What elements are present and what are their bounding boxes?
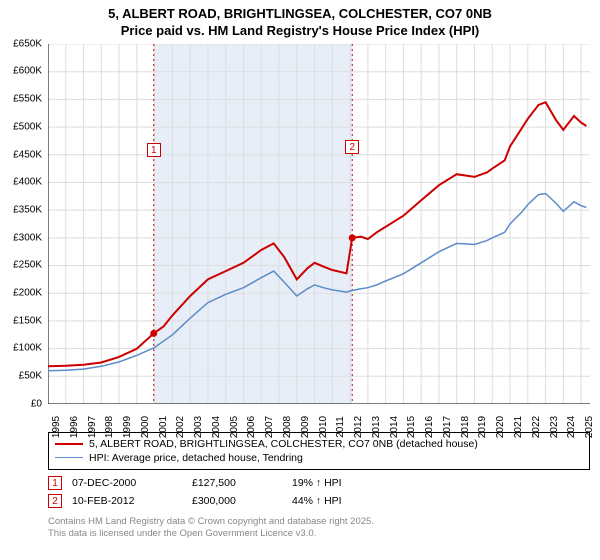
data-point-row: 1 07-DEC-2000£127,50019% ↑ HPI [48, 474, 590, 492]
x-tick-label: 2003 [193, 416, 204, 438]
legend-label: HPI: Average price, detached house, Tend… [89, 452, 303, 464]
x-tick-label: 2013 [371, 416, 382, 438]
x-tick-label: 2005 [229, 416, 240, 438]
x-tick-label: 1996 [69, 416, 80, 438]
data-point-pct: 44% ↑ HPI [292, 495, 392, 507]
y-tick-label: £450K [13, 149, 42, 160]
data-point-marker: 1 [48, 476, 62, 490]
x-tick-label: 2010 [318, 416, 329, 438]
y-tick-label: £500K [13, 121, 42, 132]
footer-line-2: This data is licensed under the Open Gov… [48, 528, 590, 540]
data-point-row: 2 10-FEB-2012£300,00044% ↑ HPI [48, 492, 590, 510]
chart-area: £0£50K£100K£150K£200K£250K£300K£350K£400… [48, 44, 590, 424]
x-tick-label: 2008 [282, 416, 293, 438]
x-tick-label: 2006 [246, 416, 257, 438]
x-tick-label: 2025 [584, 416, 595, 438]
x-tick-label: 1997 [87, 416, 98, 438]
chart-container: { "title": { "line1": "5, ALBERT ROAD, B… [0, 0, 600, 560]
x-tick-label: 1998 [104, 416, 115, 438]
chart-title: 5, ALBERT ROAD, BRIGHTLINGSEA, COLCHESTE… [0, 0, 600, 44]
data-point-price: £127,500 [192, 477, 292, 489]
chart-marker-1: 1 [147, 143, 161, 157]
y-tick-label: £200K [13, 288, 42, 299]
x-tick-label: 2002 [175, 416, 186, 438]
legend-item: HPI: Average price, detached house, Tend… [55, 451, 583, 465]
y-tick-label: £400K [13, 177, 42, 188]
x-tick-label: 2011 [335, 416, 346, 438]
x-tick-label: 2014 [389, 416, 400, 438]
y-tick-label: £600K [13, 66, 42, 77]
legend-label: 5, ALBERT ROAD, BRIGHTLINGSEA, COLCHESTE… [89, 438, 478, 450]
y-tick-label: £650K [13, 38, 42, 49]
x-tick-label: 2000 [140, 416, 151, 438]
x-tick-label: 2022 [531, 416, 542, 438]
y-tick-label: £150K [13, 315, 42, 326]
x-tick-label: 2016 [424, 416, 435, 438]
y-tick-label: £100K [13, 343, 42, 354]
footer-attribution: Contains HM Land Registry data © Crown c… [48, 516, 590, 541]
legend-swatch [55, 443, 83, 445]
x-tick-label: 2015 [406, 416, 417, 438]
plot-region: 12 [48, 44, 590, 404]
x-tick-label: 1995 [51, 416, 62, 438]
x-tick-label: 2021 [513, 416, 524, 438]
data-point-price: £300,000 [192, 495, 292, 507]
x-tick-label: 2017 [442, 416, 453, 438]
x-axis: 1995199619971998199920002001200220032004… [48, 404, 590, 424]
data-point-date: 10-FEB-2012 [72, 495, 192, 507]
x-tick-label: 2024 [566, 416, 577, 438]
footer-line-1: Contains HM Land Registry data © Crown c… [48, 516, 590, 528]
x-tick-label: 2007 [264, 416, 275, 438]
x-tick-label: 1999 [122, 416, 133, 438]
x-tick-label: 2012 [353, 416, 364, 438]
x-tick-label: 2004 [211, 416, 222, 438]
y-tick-label: £50K [19, 371, 42, 382]
data-points-table: 1 07-DEC-2000£127,50019% ↑ HPI 2 10-FEB-201… [48, 474, 590, 510]
x-tick-label: 2023 [549, 416, 560, 438]
data-point-marker: 2 [48, 494, 62, 508]
x-tick-label: 2020 [495, 416, 506, 438]
title-line-1: 5, ALBERT ROAD, BRIGHTLINGSEA, COLCHESTE… [0, 6, 600, 23]
y-tick-label: £550K [13, 94, 42, 105]
y-tick-label: £300K [13, 232, 42, 243]
x-tick-label: 2001 [158, 416, 169, 438]
title-line-2: Price paid vs. HM Land Registry's House … [0, 23, 600, 40]
data-point-date: 07-DEC-2000 [72, 477, 192, 489]
legend-item: 5, ALBERT ROAD, BRIGHTLINGSEA, COLCHESTE… [55, 437, 583, 451]
x-tick-label: 2018 [460, 416, 471, 438]
chart-marker-2: 2 [345, 140, 359, 154]
x-tick-label: 2019 [477, 416, 488, 438]
y-axis: £0£50K£100K£150K£200K£250K£300K£350K£400… [0, 44, 44, 404]
y-tick-label: £350K [13, 204, 42, 215]
data-point-pct: 19% ↑ HPI [292, 477, 392, 489]
legend-swatch [55, 457, 83, 458]
y-tick-label: £0 [31, 398, 42, 409]
y-tick-label: £250K [13, 260, 42, 271]
x-tick-label: 2009 [300, 416, 311, 438]
